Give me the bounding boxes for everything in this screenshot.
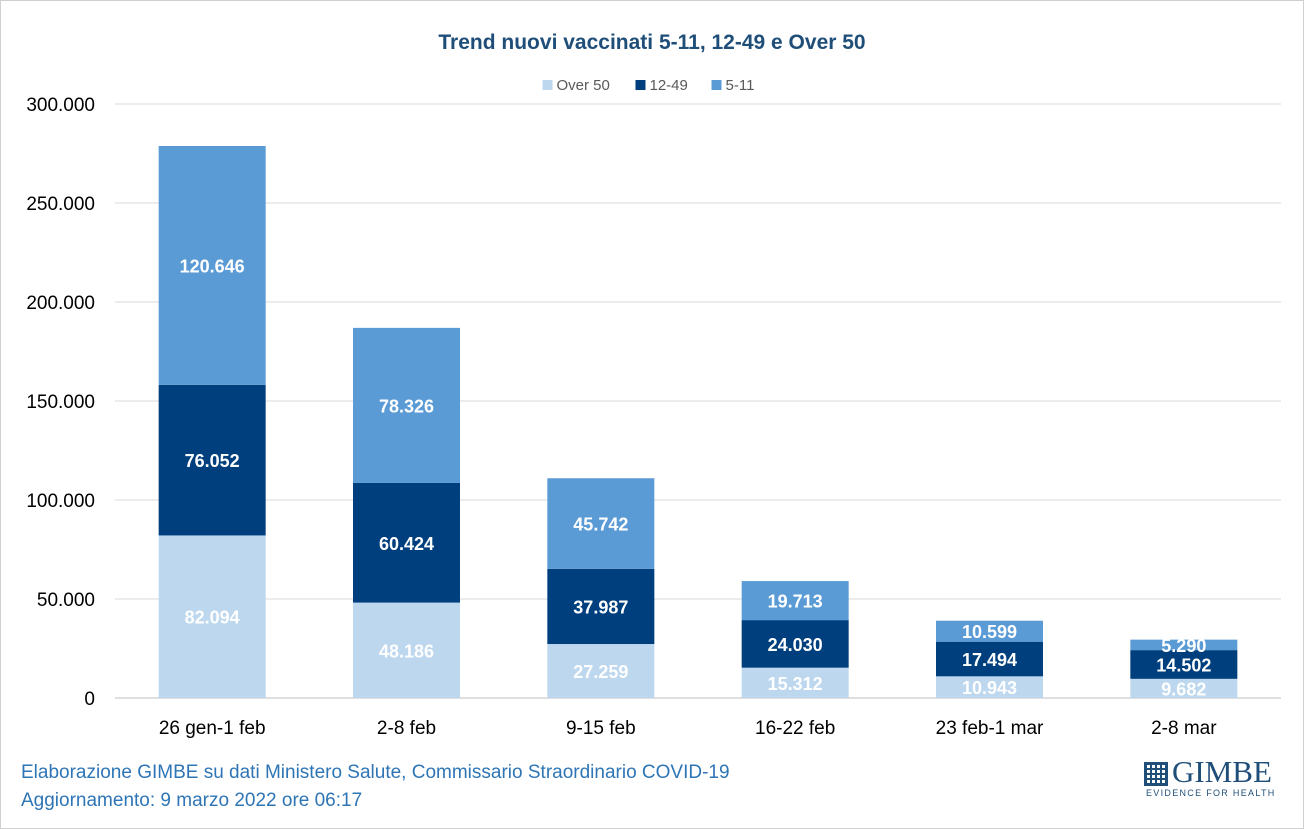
gridlines <box>115 103 1281 699</box>
legend-item: Over 50 <box>542 77 610 94</box>
data-label: 14.502 <box>1156 655 1211 675</box>
legend-label: 12-49 <box>650 77 688 94</box>
x-tick-label: 16-22 feb <box>755 718 835 739</box>
bar-segment <box>1130 650 1238 679</box>
data-label: 45.742 <box>573 515 628 535</box>
data-label: 27.259 <box>573 662 628 682</box>
bar-segment <box>158 384 266 536</box>
bar-segment <box>353 327 460 483</box>
x-tick-label: 2-8 mar <box>1151 718 1217 739</box>
legend-item: 12-49 <box>635 77 688 94</box>
x-tick-label: 2-8 feb <box>377 718 436 739</box>
y-tick-label: 50.000 <box>37 590 95 611</box>
data-label: 10.943 <box>962 678 1017 698</box>
logo-mark-icon <box>1144 762 1168 786</box>
data-label: 82.094 <box>185 608 240 628</box>
data-labels: 82.094 76.052 120.646 48.186 60.424 78.326 27.… <box>180 256 1212 699</box>
y-tick-label: 100.000 <box>26 491 95 512</box>
legend-label: 5-11 <box>726 77 755 94</box>
bar-segment <box>936 641 1043 677</box>
data-label: 9.682 <box>1161 679 1206 699</box>
footer-source: Elaborazione GIMBE su dati Ministero Sal… <box>21 762 730 783</box>
y-tick-label: 0 <box>84 689 95 710</box>
y-tick-label: 150.000 <box>26 392 95 413</box>
logo-tagline: EVIDENCE FOR HEALTH <box>1146 788 1276 798</box>
x-axis-ticks: 26 gen-1 feb 2-8 feb 9-15 feb 16-22 feb 23 f… <box>159 718 1217 739</box>
bar-segment <box>741 581 849 621</box>
footer-updated: Aggiornamento: 9 marzo 2022 ore 06:17 <box>21 790 363 811</box>
bar-segment <box>1130 639 1238 651</box>
legend-label: Over 50 <box>557 77 610 94</box>
bar-segment <box>547 478 655 569</box>
legend-swatch <box>635 80 646 90</box>
data-label: 5.290 <box>1161 636 1206 656</box>
data-label: 60.424 <box>379 534 434 554</box>
data-label: 17.494 <box>962 650 1017 670</box>
bar-segment <box>353 602 460 698</box>
chart-title: Trend nuovi vaccinati 5-11, 12-49 e Over… <box>438 31 865 54</box>
bars <box>158 145 1238 698</box>
data-label: 24.030 <box>768 635 823 655</box>
legend-swatch <box>711 80 722 90</box>
legend-swatch <box>542 80 553 90</box>
bar-segment <box>741 620 849 668</box>
y-tick-label: 200.000 <box>26 293 95 314</box>
bar-segment <box>353 482 460 603</box>
y-tick-label: 250.000 <box>26 194 95 215</box>
data-label: 19.713 <box>768 592 823 612</box>
x-tick-label: 9-15 feb <box>566 718 636 739</box>
bar-segment <box>741 667 849 698</box>
data-label: 48.186 <box>379 641 434 661</box>
bar-segment <box>936 676 1043 698</box>
x-tick-label: 23 feb-1 mar <box>936 718 1044 739</box>
data-label: 37.987 <box>573 597 628 617</box>
data-label: 78.326 <box>379 396 434 416</box>
bar-segment <box>936 620 1043 642</box>
y-tick-label: 300.000 <box>26 95 95 116</box>
gimbe-logo: GIMBE EVIDENCE FOR HEALTH <box>1144 754 1279 803</box>
chart-legend: Over 50 12-49 5-11 <box>542 77 755 94</box>
bar-segment <box>547 568 655 645</box>
y-axis-ticks: 0 50.000 100.000 150.000 200.000 250.000 300.0… <box>26 95 95 710</box>
data-label: 76.052 <box>185 451 240 471</box>
data-label: 10.599 <box>962 622 1017 642</box>
bar-segment <box>547 644 655 698</box>
bar-segment <box>158 535 266 698</box>
x-tick-label: 26 gen-1 feb <box>159 718 266 739</box>
legend-item: 5-11 <box>711 77 755 94</box>
data-label: 120.646 <box>180 256 245 276</box>
data-label: 15.312 <box>768 674 823 694</box>
bar-segment <box>1130 678 1238 698</box>
bar-segment <box>158 145 266 385</box>
logo-wordmark: GIMBE <box>1172 754 1272 789</box>
